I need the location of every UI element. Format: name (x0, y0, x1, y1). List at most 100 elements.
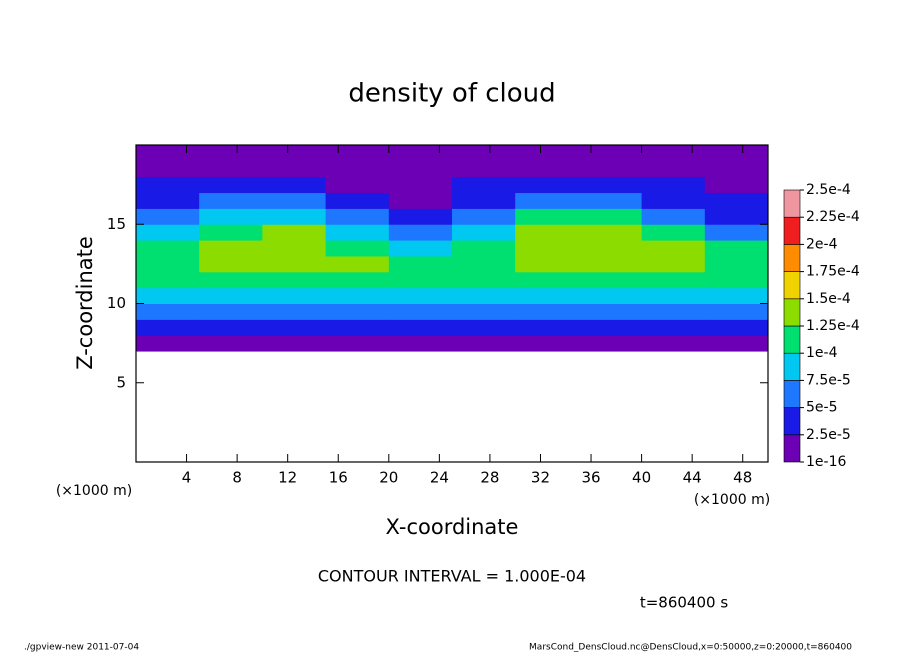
cell (199, 287, 263, 304)
cell (578, 224, 643, 241)
cell (325, 240, 390, 257)
cell (452, 160, 516, 178)
cell (515, 176, 579, 194)
cell (452, 145, 516, 162)
cell (704, 319, 769, 336)
colorbar-label: 2e-4 (806, 236, 838, 252)
cell (641, 303, 706, 320)
colorbar-label: 1.75e-4 (806, 264, 860, 280)
cell (578, 176, 643, 194)
cell (515, 255, 579, 273)
cell (515, 208, 579, 225)
cell (388, 287, 453, 304)
colorbar-swatch (783, 271, 801, 300)
cell (262, 208, 327, 225)
cell (704, 145, 769, 162)
cell (199, 208, 263, 225)
cell (641, 319, 706, 336)
chart-title: density of cloud (348, 79, 555, 109)
cell (388, 271, 453, 289)
colorbar-swatch (783, 325, 801, 354)
cell (262, 255, 327, 273)
cell (262, 240, 327, 257)
cell (515, 287, 579, 304)
cell (578, 160, 643, 178)
cell (704, 335, 769, 352)
cell (262, 287, 327, 304)
x-tick-label: 32 (531, 469, 550, 487)
cell (515, 145, 579, 162)
cell (388, 176, 453, 194)
cell (136, 335, 200, 352)
cell (641, 192, 706, 209)
cell (136, 145, 200, 162)
cell (578, 145, 643, 162)
footer-right: MarsCond_DensCloud.nc@DensCloud,x=0:5000… (529, 643, 852, 653)
cell (641, 335, 706, 352)
cell (452, 255, 516, 273)
cell (199, 176, 263, 194)
cell (199, 192, 263, 209)
cell (452, 240, 516, 257)
cell (262, 303, 327, 320)
cell (325, 192, 390, 209)
cell (325, 255, 390, 273)
cell (704, 240, 769, 257)
cell (262, 192, 327, 209)
cell (136, 303, 200, 320)
cell (704, 192, 769, 209)
cell (704, 176, 769, 194)
cell (325, 287, 390, 304)
cell (515, 224, 579, 241)
y-axis-label: Z-coordinate (73, 236, 97, 370)
cell (199, 240, 263, 257)
cell (262, 335, 327, 352)
cell (578, 287, 643, 304)
cell (704, 160, 769, 178)
cell (641, 255, 706, 273)
cell (515, 319, 579, 336)
cell (578, 208, 643, 225)
cell (325, 319, 390, 336)
cell (452, 192, 516, 209)
cell (325, 208, 390, 225)
colorbar-swatch (783, 189, 801, 218)
cell (388, 224, 453, 241)
x-tick-label: 44 (683, 469, 702, 487)
cell (262, 271, 327, 289)
cell (262, 319, 327, 336)
cell (136, 208, 200, 225)
cell (515, 240, 579, 257)
cell (388, 255, 453, 273)
cell (199, 303, 263, 320)
cell (325, 303, 390, 320)
colorbar-swatch (783, 244, 801, 272)
cell (578, 271, 643, 289)
colorbar-label: 2.5e-4 (806, 182, 851, 198)
x-tick-label: 28 (480, 469, 499, 487)
cell (136, 176, 200, 194)
cell (262, 160, 327, 178)
cell (641, 208, 706, 225)
cell (262, 224, 327, 241)
cell (452, 303, 516, 320)
x-tick-label: 20 (379, 469, 398, 487)
y-unit: (×1000 m) (56, 483, 132, 499)
cell (452, 224, 516, 241)
cell (641, 240, 706, 257)
cell (452, 319, 516, 336)
x-tick-label: 40 (632, 469, 651, 487)
cell (578, 303, 643, 320)
cell (704, 224, 769, 241)
colorbar-label: 2.5e-5 (806, 427, 851, 443)
cell (388, 160, 453, 178)
cell (388, 145, 453, 162)
cell (388, 192, 453, 209)
cell (325, 176, 390, 194)
colorbar-swatch (783, 298, 801, 327)
cell (641, 176, 706, 194)
cell (136, 192, 200, 209)
cell (262, 176, 327, 194)
cell (199, 271, 263, 289)
